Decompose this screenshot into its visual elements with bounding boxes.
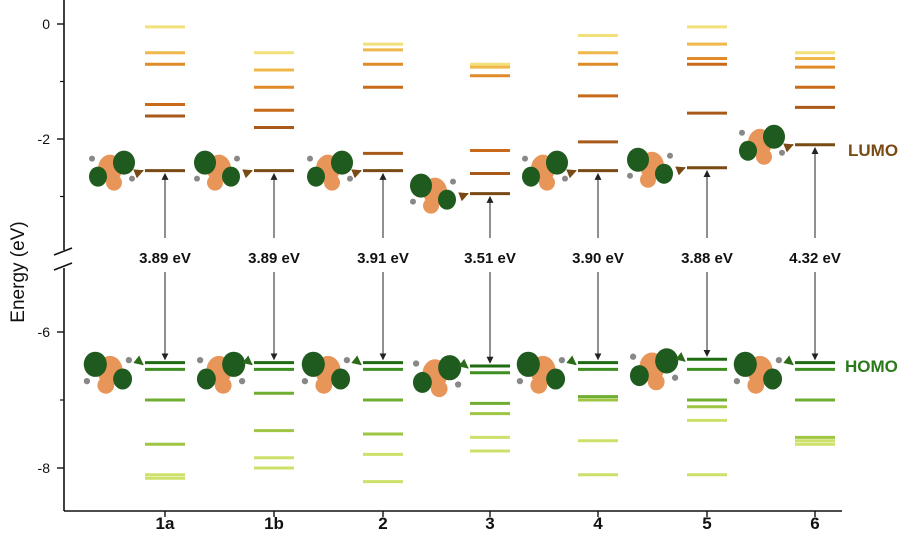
homo-orbital-image [733,351,783,394]
level-column-1a [145,25,185,480]
x-category-label: 1a [156,514,175,533]
homo-orbital-image [301,351,351,394]
x-category-label: 4 [593,514,603,533]
level-column-5 [687,25,727,477]
gap-label: 3.89 eV [248,250,300,267]
lumo-orbital-pointer [133,169,144,179]
y-tick-label: -8 [38,460,51,476]
gap-arrows: 3.89 eV 3.89 eV 3.91 eV 3.51 eV 3.90 eV 3.88 … [139,147,841,364]
y-axis [53,0,73,511]
x-category-label: 5 [702,514,711,533]
lumo-orbital-image [410,173,456,214]
gap-label: 3.91 eV [357,250,409,267]
level-column-4 [578,34,618,477]
y-tick-label: -2 [38,131,51,147]
x-category-label: 6 [810,514,819,533]
homo-orbital-image [629,348,679,391]
homo-label: HOMO [845,357,898,376]
lumo-orbital-image [739,124,785,165]
gap-label: 4.32 eV [789,250,841,267]
gap-label: 3.90 eV [572,250,624,267]
y-tick-label: 0 [42,16,50,32]
homo-orbital-pointer [351,355,362,366]
level-column-2 [363,42,403,484]
lumo-orbital-pointer [783,143,794,153]
homo-orbital-image [412,355,462,398]
x-category-labels: 1a 1b 2 3 4 5 6 [156,511,820,533]
energy-levels [145,25,835,484]
homo-orbital-image [196,351,246,394]
lumo-orbital-image [307,150,353,191]
y-tick-label: -6 [38,324,51,340]
homo-orbital-image [83,351,133,394]
orbital-images [83,124,794,398]
homo-orbital-pointer [242,355,253,366]
gap-label: 3.88 eV [681,250,733,267]
homo-orbital-pointer [566,355,577,366]
homo-orbital-pointer [783,355,794,366]
lumo-orbital-image [522,150,568,191]
y-axis-title: Energy (eV) [8,221,29,322]
x-category-label: 3 [485,514,494,533]
homo-orbital-pointer [133,355,144,366]
lumo-orbital-pointer [351,169,362,179]
lumo-orbital-pointer [242,169,253,179]
homo-orbital-pointer [675,352,686,362]
level-column-6 [795,51,835,446]
axis-break-mark [53,247,73,271]
homo-orbital-pointer [458,358,469,369]
homo-orbital-image [516,351,566,394]
x-category-label: 1b [264,514,284,533]
y-ticks: 0 -2 -6 -8 [38,16,64,476]
gap-label: 3.51 eV [464,250,516,267]
level-column-1b [254,51,294,470]
x-category-label: 2 [378,514,387,533]
lumo-orbital-image [627,147,673,188]
lumo-orbital-image [89,150,135,191]
lumo-orbital-pointer [675,166,686,176]
lumo-orbital-pointer [566,169,577,179]
lumo-orbital-image [194,150,240,191]
lumo-orbital-pointer [458,192,469,202]
gap-label: 3.89 eV [139,250,191,267]
lumo-label: LUMO [848,141,898,160]
level-column-3 [470,62,510,453]
